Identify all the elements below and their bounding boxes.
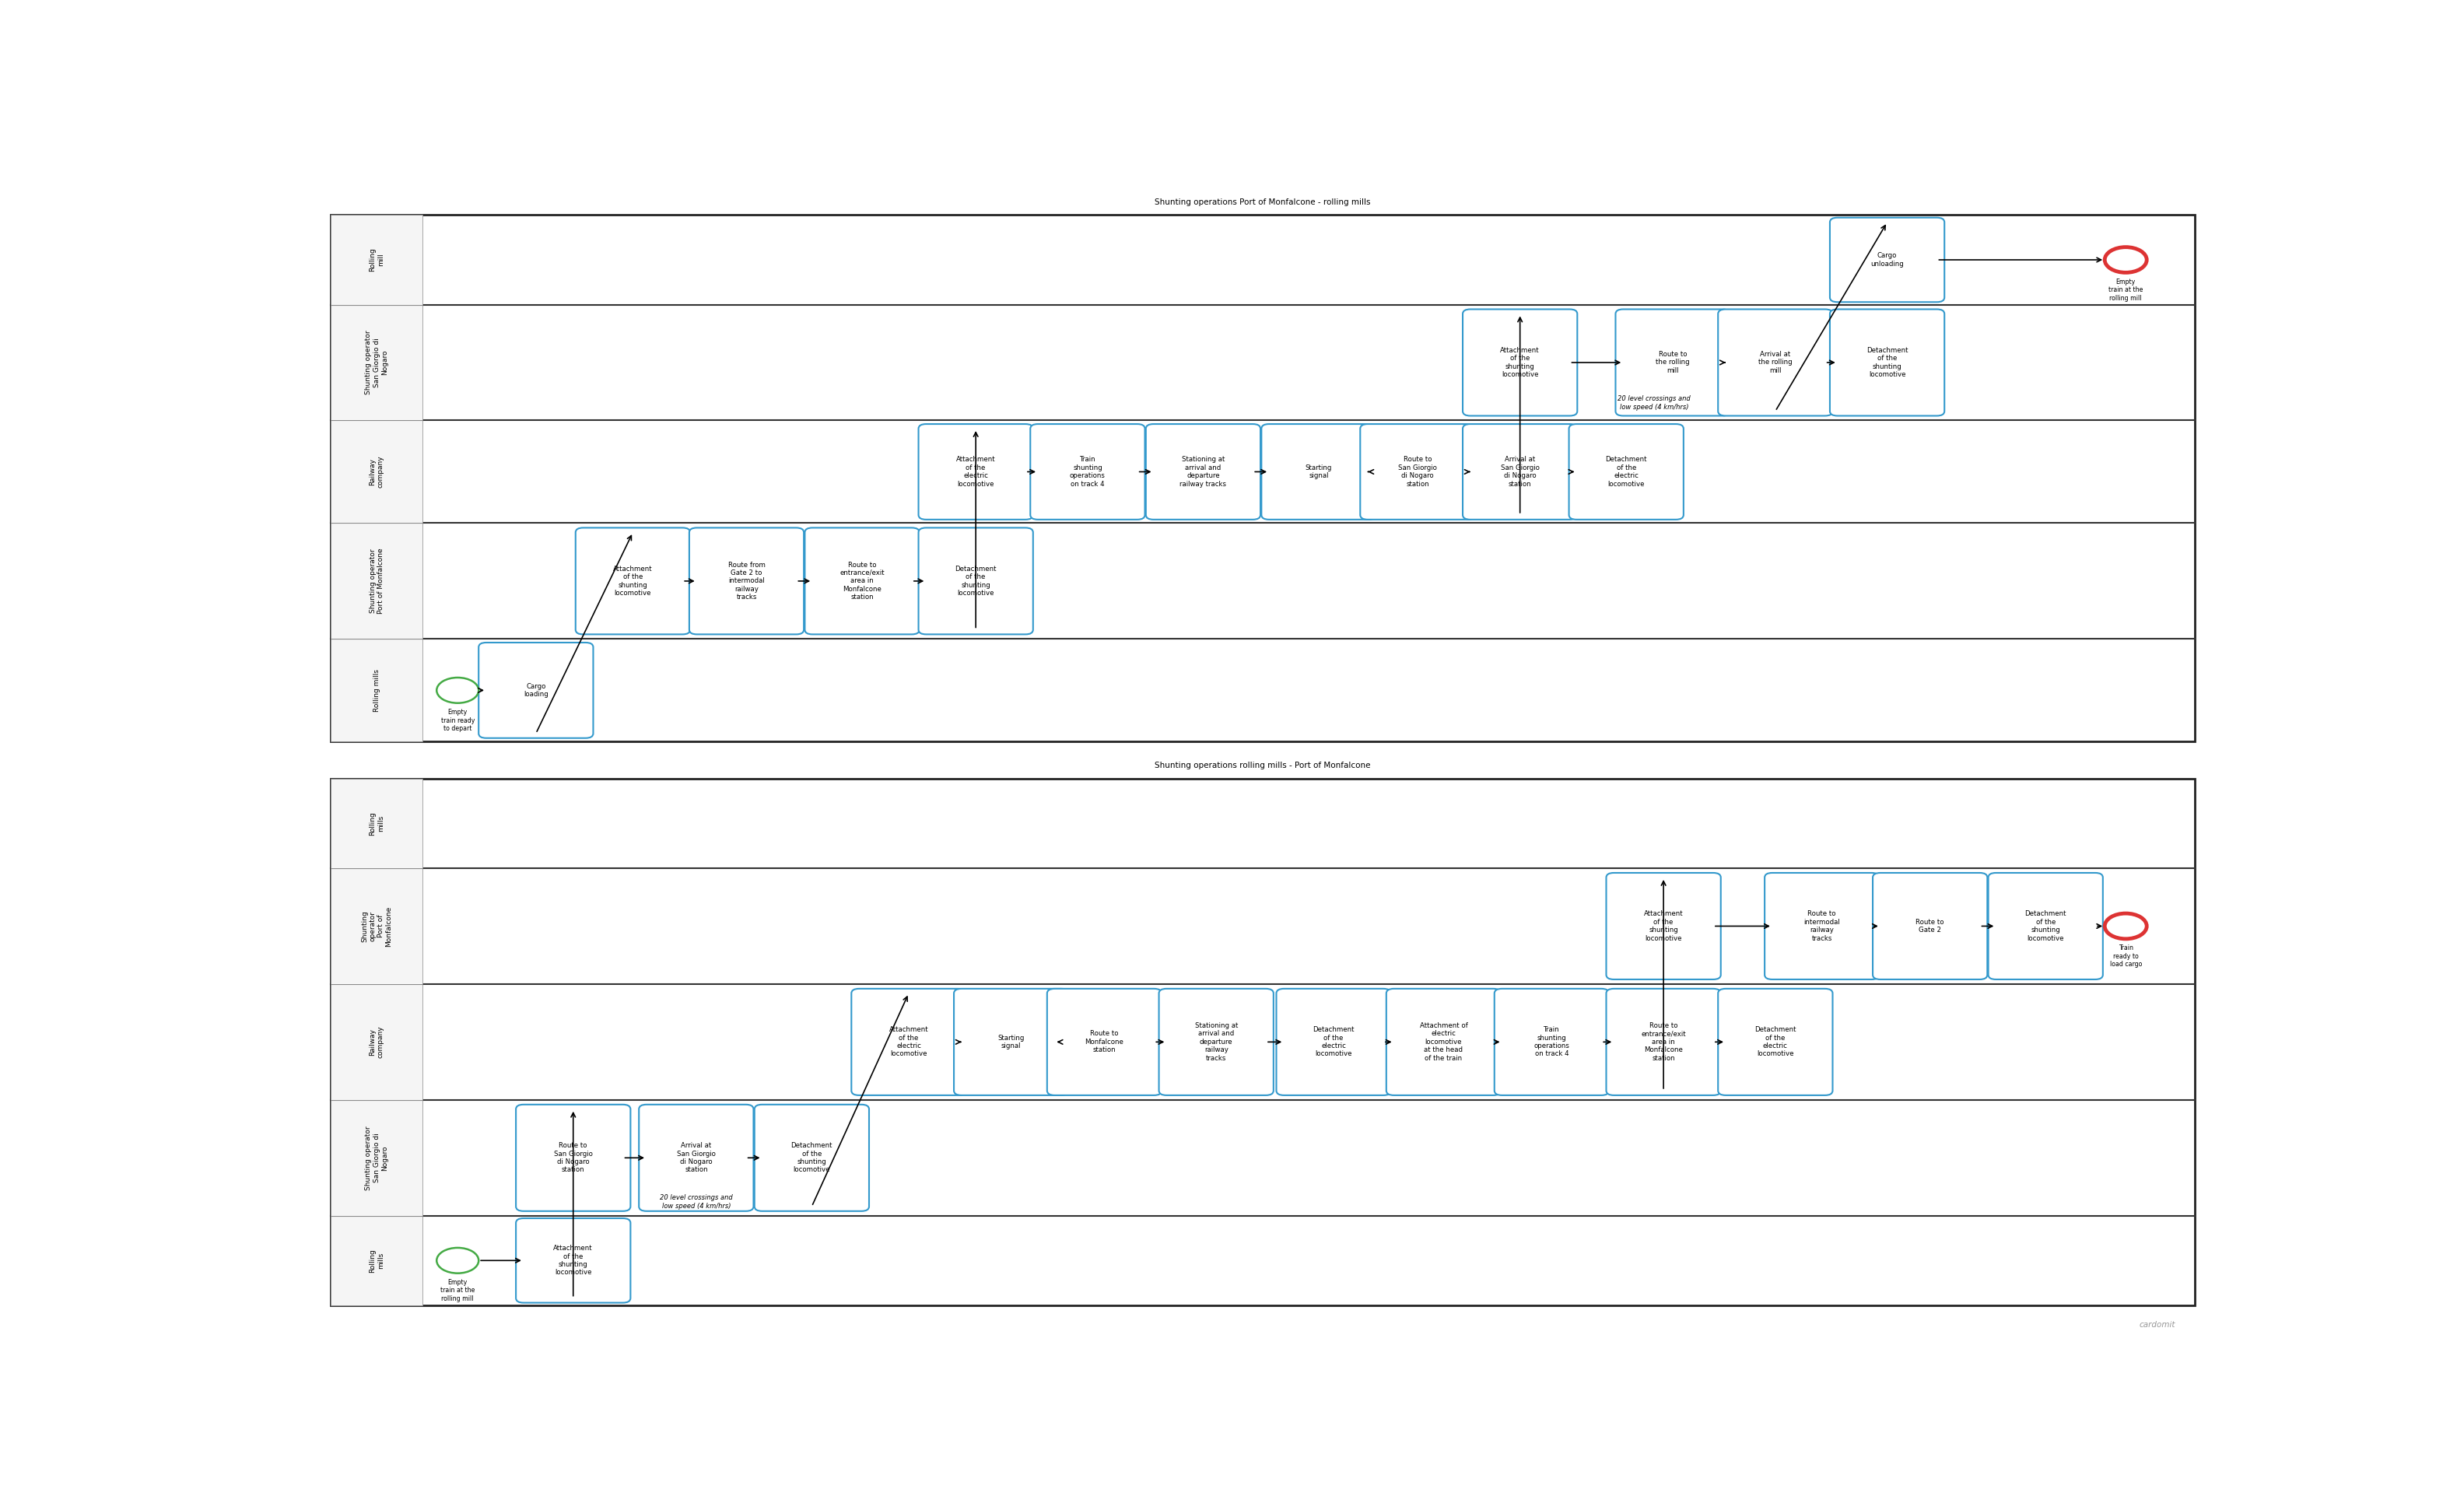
- FancyBboxPatch shape: [1717, 310, 1833, 416]
- FancyBboxPatch shape: [1764, 873, 1880, 980]
- Text: Arrival at
the rolling
mill: Arrival at the rolling mill: [1759, 350, 1791, 374]
- FancyBboxPatch shape: [577, 528, 690, 634]
- FancyBboxPatch shape: [1831, 310, 1944, 416]
- Bar: [330, 779, 2195, 1305]
- Text: Railway
company: Railway company: [370, 1025, 384, 1058]
- Text: Stationing at
arrival and
departure
railway
tracks: Stationing at arrival and departure rail…: [1195, 1022, 1237, 1061]
- Text: Empty
train ready
to depart: Empty train ready to depart: [441, 709, 476, 732]
- FancyBboxPatch shape: [1464, 310, 1577, 416]
- FancyBboxPatch shape: [853, 989, 966, 1096]
- Text: Shunting
operator
Port of
Monfalcone: Shunting operator Port of Monfalcone: [362, 906, 392, 947]
- Text: Cargo
loading: Cargo loading: [522, 682, 549, 697]
- Text: Detachment
of the
electric
locomotive: Detachment of the electric locomotive: [1607, 455, 1646, 487]
- Text: Route to
San Giorgio
di Nogaro
station: Route to San Giorgio di Nogaro station: [554, 1142, 594, 1174]
- Text: Detachment
of the
shunting
locomotive: Detachment of the shunting locomotive: [791, 1142, 833, 1174]
- Text: Empty
train at the
rolling mill: Empty train at the rolling mill: [441, 1279, 476, 1302]
- Text: Attachment of
electric
locomotive
at the head
of the train: Attachment of electric locomotive at the…: [1419, 1022, 1469, 1061]
- Text: Detachment
of the
electric
locomotive: Detachment of the electric locomotive: [1754, 1027, 1796, 1058]
- Text: Rolling
mills: Rolling mills: [370, 812, 384, 836]
- Text: Arrival at
San Giorgio
di Nogaro
station: Arrival at San Giorgio di Nogaro station: [678, 1142, 715, 1174]
- Text: Route to
Gate 2: Route to Gate 2: [1917, 918, 1944, 933]
- FancyBboxPatch shape: [1607, 873, 1720, 980]
- Text: 20 level crossings and
low speed (4 km/hrs): 20 level crossings and low speed (4 km/h…: [1619, 395, 1690, 410]
- Text: Starting
signal: Starting signal: [998, 1034, 1025, 1049]
- Text: cardomit: cardomit: [2139, 1321, 2176, 1329]
- FancyBboxPatch shape: [638, 1105, 754, 1211]
- FancyBboxPatch shape: [1030, 424, 1146, 520]
- Text: Route to
San Giorgio
di Nogaro
station: Route to San Giorgio di Nogaro station: [1397, 455, 1437, 487]
- FancyBboxPatch shape: [1276, 989, 1390, 1096]
- FancyBboxPatch shape: [478, 643, 594, 738]
- Text: Route from
Gate 2 to
intermodal
railway
tracks: Route from Gate 2 to intermodal railway …: [727, 561, 766, 601]
- Text: Detachment
of the
shunting
locomotive: Detachment of the shunting locomotive: [956, 565, 995, 597]
- FancyBboxPatch shape: [515, 1219, 631, 1303]
- Text: Route to
entrance/exit
area in
Monfalcone
station: Route to entrance/exit area in Monfalcon…: [840, 561, 885, 601]
- Bar: [330, 523, 424, 639]
- Bar: [330, 984, 424, 1100]
- FancyBboxPatch shape: [1873, 873, 1988, 980]
- FancyBboxPatch shape: [1387, 989, 1501, 1096]
- Bar: [330, 215, 2195, 741]
- Text: Rolling mills: Rolling mills: [372, 669, 379, 711]
- FancyBboxPatch shape: [1262, 424, 1375, 520]
- Bar: [330, 305, 424, 421]
- FancyBboxPatch shape: [919, 528, 1032, 634]
- Text: Shunting operator
San Giorgio di
Nogaro: Shunting operator San Giorgio di Nogaro: [365, 331, 389, 395]
- FancyBboxPatch shape: [1988, 873, 2102, 980]
- FancyBboxPatch shape: [919, 424, 1032, 520]
- Text: Route to
Monfalcone
station: Route to Monfalcone station: [1084, 1031, 1124, 1054]
- Text: Shunting operations Port of Monfalcone - rolling mills: Shunting operations Port of Monfalcone -…: [1156, 198, 1370, 206]
- Text: Attachment
of the
shunting
locomotive: Attachment of the shunting locomotive: [1643, 911, 1683, 942]
- Text: Route to
the rolling
mill: Route to the rolling mill: [1656, 350, 1690, 374]
- Text: Train
ready to
load cargo: Train ready to load cargo: [2109, 945, 2141, 968]
- Bar: [330, 1216, 424, 1305]
- FancyBboxPatch shape: [954, 989, 1069, 1096]
- Text: Cargo
unloading: Cargo unloading: [1870, 253, 1905, 268]
- FancyBboxPatch shape: [1158, 989, 1274, 1096]
- FancyBboxPatch shape: [754, 1105, 870, 1211]
- FancyBboxPatch shape: [1717, 989, 1833, 1096]
- Text: Attachment
of the
shunting
locomotive: Attachment of the shunting locomotive: [1501, 347, 1540, 379]
- Text: Detachment
of the
electric
locomotive: Detachment of the electric locomotive: [1313, 1027, 1355, 1058]
- FancyBboxPatch shape: [515, 1105, 631, 1211]
- Text: Starting
signal: Starting signal: [1306, 464, 1333, 479]
- Text: Route to
entrance/exit
area in
Monfalcone
station: Route to entrance/exit area in Monfalcon…: [1641, 1022, 1685, 1061]
- Text: Detachment
of the
shunting
locomotive: Detachment of the shunting locomotive: [2025, 911, 2067, 942]
- Text: Shunting operations rolling mills - Port of Monfalcone: Shunting operations rolling mills - Port…: [1156, 762, 1370, 770]
- FancyBboxPatch shape: [1616, 310, 1730, 416]
- Text: Shunting operator
Port of Monfalcone: Shunting operator Port of Monfalcone: [370, 549, 384, 613]
- Bar: [330, 869, 424, 984]
- FancyBboxPatch shape: [690, 528, 803, 634]
- FancyBboxPatch shape: [1146, 424, 1262, 520]
- Bar: [330, 1100, 424, 1216]
- Text: Arrival at
San Giorgio
di Nogaro
station: Arrival at San Giorgio di Nogaro station: [1501, 455, 1540, 487]
- Text: 20 level crossings and
low speed (4 km/hrs): 20 level crossings and low speed (4 km/h…: [660, 1195, 732, 1210]
- FancyBboxPatch shape: [1360, 424, 1476, 520]
- Text: Route to
intermodal
railway
tracks: Route to intermodal railway tracks: [1804, 911, 1841, 942]
- FancyBboxPatch shape: [1607, 989, 1720, 1096]
- FancyBboxPatch shape: [1493, 989, 1609, 1096]
- Bar: [330, 421, 424, 523]
- Text: Train
shunting
operations
on track 4: Train shunting operations on track 4: [1533, 1027, 1570, 1058]
- FancyBboxPatch shape: [1047, 989, 1161, 1096]
- Text: Rolling
mill: Rolling mill: [370, 248, 384, 272]
- Text: Attachment
of the
shunting
locomotive: Attachment of the shunting locomotive: [554, 1244, 594, 1276]
- Bar: [330, 215, 424, 305]
- Text: Stationing at
arrival and
departure
railway tracks: Stationing at arrival and departure rail…: [1180, 455, 1227, 487]
- Text: Attachment
of the
shunting
locomotive: Attachment of the shunting locomotive: [614, 565, 653, 597]
- Text: Empty
train at the
rolling mill: Empty train at the rolling mill: [2109, 278, 2144, 302]
- FancyBboxPatch shape: [1831, 218, 1944, 302]
- Text: Railway
company: Railway company: [370, 455, 384, 488]
- Bar: [330, 639, 424, 741]
- Text: Attachment
of the
electric
locomotive: Attachment of the electric locomotive: [890, 1027, 929, 1058]
- Text: Detachment
of the
shunting
locomotive: Detachment of the shunting locomotive: [1865, 347, 1907, 379]
- Text: Attachment
of the
electric
locomotive: Attachment of the electric locomotive: [956, 455, 995, 487]
- Text: Train
shunting
operations
on track 4: Train shunting operations on track 4: [1069, 455, 1106, 487]
- Text: Rolling
mills: Rolling mills: [370, 1249, 384, 1273]
- Text: Shunting operator
San Giorgio di
Nogaro: Shunting operator San Giorgio di Nogaro: [365, 1126, 389, 1190]
- FancyBboxPatch shape: [806, 528, 919, 634]
- FancyBboxPatch shape: [1570, 424, 1683, 520]
- FancyBboxPatch shape: [1464, 424, 1577, 520]
- Bar: [330, 779, 424, 869]
